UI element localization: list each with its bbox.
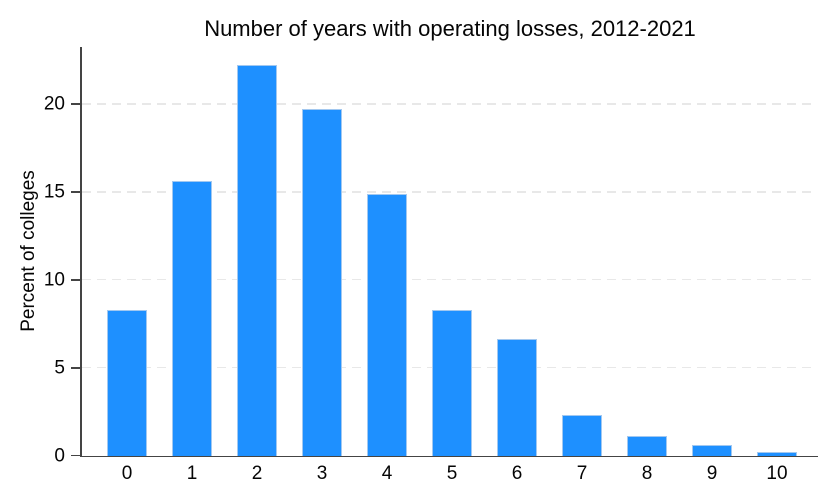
x-axis-line bbox=[79, 455, 818, 458]
x-tick-label: 5 bbox=[446, 462, 458, 484]
x-tick-label: 8 bbox=[641, 462, 653, 484]
x-tick-label: 10 bbox=[766, 462, 788, 484]
y-axis-line bbox=[80, 47, 82, 458]
y-tick-mark bbox=[71, 366, 81, 369]
bar bbox=[172, 181, 212, 456]
x-tick-label: 0 bbox=[121, 462, 133, 484]
x-tick-label: 7 bbox=[576, 462, 588, 484]
gridline bbox=[82, 279, 817, 281]
y-tick-mark bbox=[71, 278, 81, 281]
bar bbox=[237, 65, 277, 456]
chart-title: Number of years with operating losses, 2… bbox=[204, 16, 696, 41]
bar bbox=[627, 436, 667, 456]
y-tick-label: 0 bbox=[54, 445, 65, 466]
gridline bbox=[82, 103, 817, 105]
x-tick-label: 1 bbox=[186, 462, 198, 484]
bar bbox=[367, 193, 407, 456]
bar bbox=[497, 339, 537, 456]
y-tick-label: 20 bbox=[43, 93, 65, 115]
x-tick-label: 4 bbox=[381, 462, 393, 484]
bar bbox=[302, 109, 342, 456]
y-tick-label: 15 bbox=[43, 181, 65, 203]
x-tick-label: 3 bbox=[316, 462, 328, 484]
bar bbox=[432, 309, 472, 456]
bar bbox=[692, 444, 732, 456]
gridline bbox=[82, 191, 817, 193]
y-axis-title: Percent of colleges bbox=[18, 170, 39, 332]
bar bbox=[757, 451, 797, 456]
y-tick-mark bbox=[71, 454, 81, 457]
bar bbox=[107, 309, 147, 456]
plot-area: 0 5 10 15 20 0 1 2 3 4 5 6 7 8 9 10 bbox=[44, 47, 818, 483]
y-tick-label: 5 bbox=[54, 357, 65, 379]
bar bbox=[562, 415, 602, 456]
x-tick-label: 9 bbox=[706, 462, 718, 484]
y-tick-label: 10 bbox=[43, 269, 65, 291]
y-tick-mark bbox=[71, 190, 81, 193]
x-tick-label: 6 bbox=[511, 462, 523, 484]
y-tick-mark bbox=[71, 103, 81, 105]
x-tick-label: 2 bbox=[251, 462, 263, 484]
